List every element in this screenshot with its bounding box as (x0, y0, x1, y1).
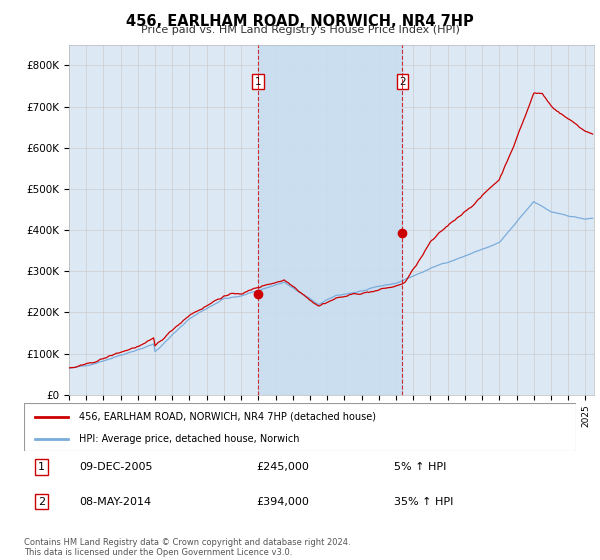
Text: 456, EARLHAM ROAD, NORWICH, NR4 7HP: 456, EARLHAM ROAD, NORWICH, NR4 7HP (126, 14, 474, 29)
Text: 35% ↑ HPI: 35% ↑ HPI (394, 497, 453, 507)
Bar (259, 45, 403, 395)
Text: 5% ↑ HPI: 5% ↑ HPI (394, 462, 446, 472)
Text: 456, EARLHAM ROAD, NORWICH, NR4 7HP (detached house): 456, EARLHAM ROAD, NORWICH, NR4 7HP (det… (79, 412, 376, 422)
FancyBboxPatch shape (24, 403, 576, 451)
Text: 2: 2 (399, 77, 406, 87)
Text: 2: 2 (38, 497, 45, 507)
Text: £245,000: £245,000 (256, 462, 309, 472)
Text: 08-MAY-2014: 08-MAY-2014 (79, 497, 151, 507)
Text: 1: 1 (38, 462, 45, 472)
Text: 1: 1 (255, 77, 262, 87)
Text: £394,000: £394,000 (256, 497, 309, 507)
Text: Contains HM Land Registry data © Crown copyright and database right 2024.
This d: Contains HM Land Registry data © Crown c… (24, 538, 350, 557)
Text: 09-DEC-2005: 09-DEC-2005 (79, 462, 152, 472)
Text: Price paid vs. HM Land Registry's House Price Index (HPI): Price paid vs. HM Land Registry's House … (140, 25, 460, 35)
Text: HPI: Average price, detached house, Norwich: HPI: Average price, detached house, Norw… (79, 434, 300, 444)
